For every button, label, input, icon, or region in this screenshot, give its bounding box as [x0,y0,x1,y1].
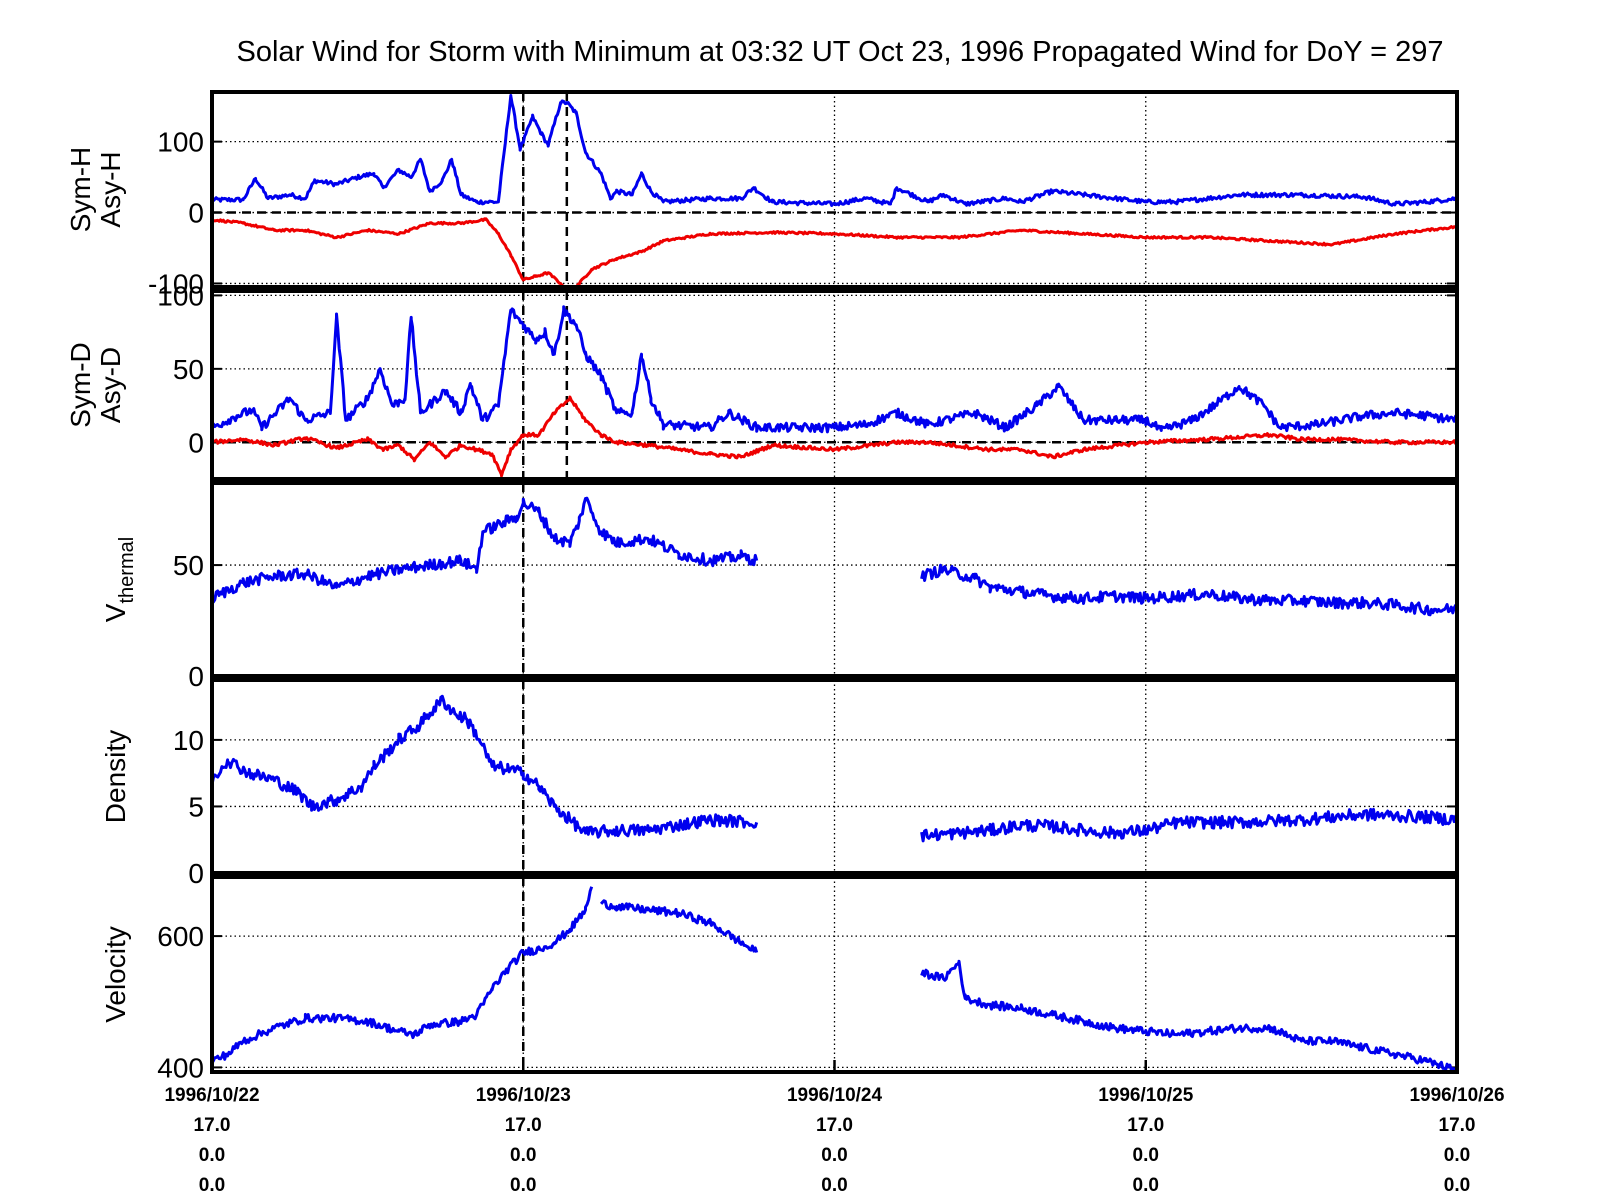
series-line-primary [212,94,1457,207]
xtick-label: 0.0 [1444,1145,1470,1166]
ylabel-group: Sym-H Asy-H [65,147,126,233]
ylabel: Asy-H [95,151,126,227]
ylabel-group: Sym-D Asy-D [65,342,126,428]
series-line-primary [212,886,1457,1072]
xtick-label: 0.0 [199,1145,225,1166]
xtick-label: 0.0 [510,1175,536,1196]
ytick-label: 0 [188,661,204,692]
xtick-label: 0.0 [1133,1145,1159,1166]
ylabel-group: Density [100,730,131,823]
panel-3: 0 50 Vthermal [100,481,1459,692]
xtick-label: 1996/10/25 [1098,1085,1194,1106]
series-line-primary [212,496,1457,617]
xtick-label: 1996/10/22 [164,1085,259,1106]
xtick-label: 17.0 [816,1115,853,1136]
ylabel-group: Vthermal [100,537,138,622]
series-line-primary [212,305,1457,434]
ytick-label: 50 [173,550,204,581]
ytick-label: 10 [173,725,204,756]
ytick-label: 0 [188,427,204,458]
panel-1: -100 0 100 Sym-H Asy-H [65,90,1459,299]
ylabel: Sym-D [65,342,96,428]
ytick-label: 400 [157,1052,204,1083]
xtick-label: 1996/10/26 [1409,1085,1504,1106]
panel-4: 0 5 10 Density [100,678,1459,889]
ytick-label: 5 [188,791,204,822]
xtick-label: 17.0 [1439,1115,1476,1136]
chart-title: Solar Wind for Storm with Minimum at 03:… [236,36,1443,68]
ytick-label: 600 [157,921,204,952]
xtick-label: 0.0 [821,1175,847,1196]
xtick-label: 0.0 [199,1175,225,1196]
ytick-label: 100 [157,127,204,158]
xtick-label: 0.0 [821,1145,847,1166]
panel-frame [210,481,1459,678]
panel-2: 0 50 100 Sym-D Asy-D [65,280,1459,481]
xtick-label: 0.0 [1133,1175,1159,1196]
ylabel: Asy-D [95,347,126,423]
series-line-secondary [212,395,1457,478]
ytick-label: 50 [173,354,204,385]
panel-frame [210,289,1459,481]
panel-frame [210,875,1459,1074]
xtick-label: 17.0 [505,1115,542,1136]
xtick-label: 0.0 [1444,1175,1470,1196]
ytick-label: 0 [188,198,204,229]
xtick-label: 1996/10/23 [476,1085,571,1106]
ytick-label: 0 [188,858,204,889]
series-line-secondary [212,217,1457,287]
ylabel: Sym-H [65,147,96,233]
ytick-label: 100 [157,280,204,311]
panel-5: 400 600 Velocity [100,875,1459,1083]
ylabel: Density [100,730,131,823]
x-axis-labels: 1996/10/22 17.0 0.0 0.0 1996/10/23 17.0 0.0 0.0… [164,1060,1505,1196]
ylabel-group: Velocity [100,926,131,1023]
panel-frame [210,678,1459,875]
xtick-label: 0.0 [510,1145,536,1166]
xtick-label: 17.0 [194,1115,231,1136]
xtick-label: 17.0 [1127,1115,1164,1136]
panel-frame [210,90,1459,289]
ylabel: Vthermal [100,537,138,622]
ylabel: Velocity [100,926,131,1023]
xtick-label: 1996/10/24 [787,1085,883,1106]
series-line-primary [212,694,1457,843]
ytick-label: -100 [148,268,204,299]
